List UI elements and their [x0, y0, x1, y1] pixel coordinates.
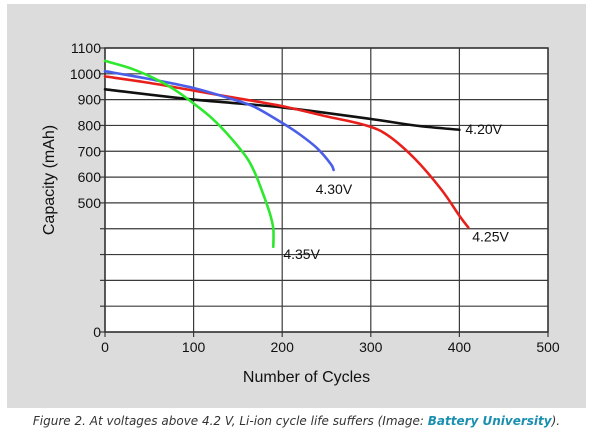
plot-area — [105, 48, 548, 332]
y-tick-label: 0 — [93, 324, 101, 340]
series-label-4-30v: 4.30V — [316, 181, 353, 197]
x-tick-label: 100 — [182, 339, 206, 355]
series-label-4-25v: 4.25V — [472, 228, 509, 244]
y-tick-label: 1000 — [70, 66, 101, 82]
y-tick-label: 900 — [78, 92, 102, 108]
chart-svg: 0 500 600 700 800 900 1000 1100 0 100 200 300 400 500… — [41, 40, 560, 386]
x-tick-label: 0 — [101, 339, 109, 355]
series-line-4-30v — [103, 69, 335, 172]
figure-caption: Figure 2. At voltages above 4.2 V, Li-io… — [0, 414, 593, 428]
y-tick-label: 500 — [78, 195, 102, 211]
plot-border — [104, 47, 549, 333]
y-tick-label: 600 — [78, 169, 102, 185]
y-tick-label: 1100 — [71, 40, 101, 56]
series-line-4-20v — [103, 88, 461, 132]
series-label-4-35v: 4.35V — [283, 246, 320, 262]
series-line-4-25v — [103, 75, 470, 229]
caption-source-link[interactable]: Battery University — [427, 414, 552, 428]
chart-figure: 0 500 600 700 800 900 1000 1100 0 100 200 300 400 500… — [7, 4, 586, 408]
caption-suffix: ). — [551, 414, 561, 428]
y-axis-label: Capacity (mAh) — [41, 125, 58, 235]
series-line-4-35v — [103, 59, 275, 249]
x-tick-label: 500 — [536, 339, 560, 355]
caption-text: Figure 2. At voltages above 4.2 V, Li-io… — [32, 414, 428, 428]
x-tick-label: 200 — [271, 339, 295, 355]
series-label-4-20v: 4.20V — [465, 121, 502, 137]
x-axis-label: Number of Cycles — [243, 369, 370, 386]
y-tick-label: 700 — [78, 143, 102, 159]
x-tick-label: 300 — [359, 339, 383, 355]
y-tick-label: 800 — [78, 117, 102, 133]
x-tick-label: 400 — [448, 339, 472, 355]
